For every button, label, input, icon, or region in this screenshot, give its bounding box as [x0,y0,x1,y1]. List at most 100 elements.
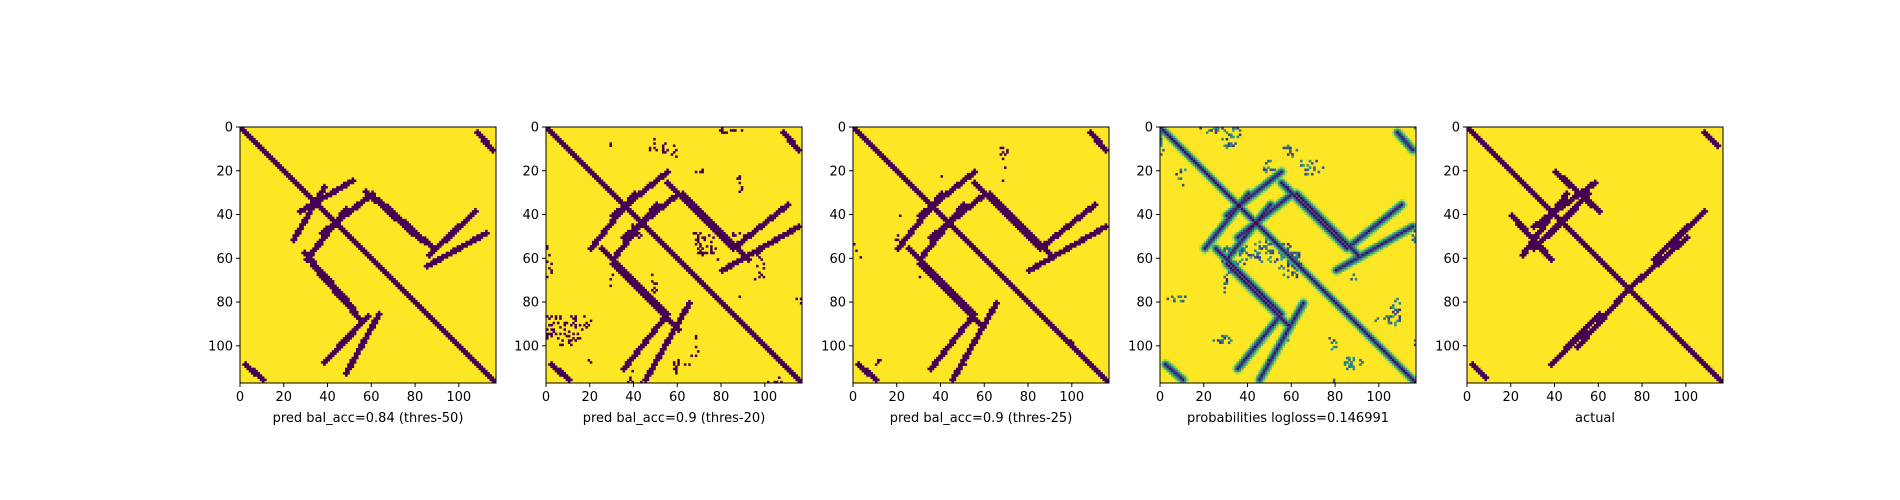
heatmap-cell [863,140,867,143]
heatmap-cell [1297,192,1301,196]
heatmap-cell [1067,245,1070,248]
heatmap-cell [1247,194,1251,198]
heatmap-cell [1310,207,1314,211]
heatmap-cell [1091,232,1095,235]
heatmap-cell [993,306,996,309]
heatmap-cell [718,227,722,231]
heatmap-cell [975,339,979,342]
heatmap-cell [1012,223,1016,226]
heatmap-cell [1214,131,1218,134]
heatmap-cell [469,354,473,358]
heatmap-cell [1227,144,1231,148]
heatmap-cell [596,240,599,244]
heatmap-cell [1243,197,1246,200]
heatmap-cell [609,214,612,218]
heatmap-cell [283,170,287,174]
heatmap-cell [487,374,490,377]
heatmap-cell [1166,129,1170,132]
heatmap-cell [1273,172,1277,176]
heatmap-cell [1400,201,1404,204]
heatmap-cell [320,194,324,198]
heatmap-cell [933,201,937,204]
heatmap-cell [1225,194,1229,198]
heatmap-cell [973,172,976,176]
heatmap-cell [920,212,924,215]
heatmap-cell [1186,151,1189,154]
heatmap-cell [613,264,617,268]
heatmap-cell [692,207,696,211]
heatmap-cell [1225,197,1229,200]
heatmap-cell [1304,207,1307,211]
heatmap-cell [358,345,361,349]
heatmap-cell [406,291,409,294]
heatmap-cell [1012,286,1016,290]
heatmap-cell [931,205,935,209]
heatmap-cell [443,330,447,334]
heatmap-cell [1091,131,1095,134]
heatmap-cell [721,131,724,134]
heatmap-cell [1060,337,1064,340]
heatmap-cell [795,227,798,231]
heatmap-cell [342,297,346,301]
heatmap-cell [966,308,970,312]
heatmap-cell [927,236,930,239]
heatmap-cell [659,207,663,211]
heatmap-cell [635,216,639,220]
heatmap-cell [1054,328,1057,331]
heatmap-cell [430,262,433,266]
heatmap-cell [1028,232,1031,235]
heatmap-cell [1247,201,1251,204]
heatmap-cell [408,295,412,299]
heatmap-cell [250,367,254,371]
heatmap-cell [923,199,926,202]
heatmap-cell [916,253,919,257]
heatmap-cell [347,299,350,303]
heatmap-cell [933,275,937,279]
x-axis-label: pred bal_acc=0.9 (thres-25) [890,411,1073,426]
heatmap-cell [747,330,750,334]
heatmap-cell [1230,203,1233,207]
heatmap-cell [788,229,792,233]
heatmap-cell [345,183,348,187]
heatmap-cell [556,135,560,139]
heatmap-cell [1168,131,1172,134]
heatmap-cell [594,242,597,246]
heatmap-cell [331,221,335,224]
heatmap-cell [953,376,957,379]
heatmap-cell [940,286,944,290]
heatmap-cell [903,236,906,239]
heatmap-cell [690,201,693,204]
heatmap-cell [918,264,922,268]
heatmap-cell [898,247,902,250]
heatmap-cell [602,229,606,233]
heatmap-cell [342,232,346,235]
heatmap-cell [710,247,713,250]
heatmap-cell [644,378,647,382]
heatmap-cell [550,363,553,366]
heatmap-cell [331,225,335,228]
heatmap-cell [931,245,935,248]
heatmap-cell [993,308,996,312]
heatmap-cell [870,142,874,145]
heatmap-cell [340,293,344,296]
heatmap-cell [1227,192,1231,196]
heatmap-cell [338,341,341,344]
heatmap-cell [727,267,731,270]
heatmap-cell [240,129,243,132]
heatmap-cell [1179,146,1183,150]
heatmap-cell [561,140,564,143]
heatmap-cell [299,183,302,187]
heatmap-cell [923,210,926,213]
heatmap-cell [659,352,663,355]
heatmap-cell [1256,183,1259,187]
heatmap-cell [358,315,361,318]
heatmap-cell [644,297,647,301]
heatmap-cell [984,260,987,264]
heatmap-cell [1245,203,1248,207]
heatmap-cell [1173,133,1176,137]
heatmap-cell [596,175,599,178]
heatmap-cell [1199,127,1202,130]
heatmap-cell [1078,238,1081,242]
heatmap-cell [559,315,562,318]
heatmap-cell [984,256,987,259]
